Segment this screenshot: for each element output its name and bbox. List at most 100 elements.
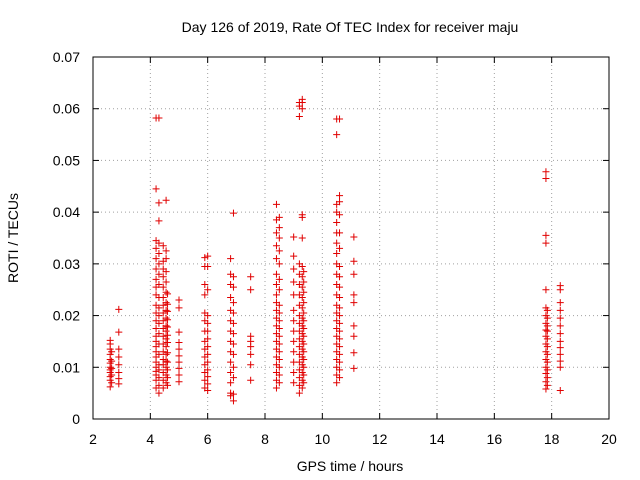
data-point xyxy=(162,288,170,296)
data-point xyxy=(272,281,280,289)
data-point xyxy=(272,384,280,392)
data-point xyxy=(300,356,308,364)
data-point xyxy=(201,291,209,299)
data-point xyxy=(162,255,170,263)
data-point xyxy=(300,363,308,371)
data-point xyxy=(336,350,344,358)
data-point xyxy=(298,283,306,291)
data-point xyxy=(229,299,237,307)
data-point xyxy=(152,265,160,273)
data-point xyxy=(204,312,212,320)
data-point xyxy=(204,366,212,374)
x-tick-label: 8 xyxy=(261,431,269,447)
data-point xyxy=(115,305,123,313)
data-point xyxy=(275,309,283,317)
data-point xyxy=(106,383,114,391)
data-point xyxy=(543,306,551,314)
data-point xyxy=(115,361,123,369)
data-point xyxy=(164,323,172,331)
data-point xyxy=(201,254,209,262)
data-point xyxy=(162,357,170,365)
data-point xyxy=(229,340,237,348)
data-point xyxy=(290,337,298,345)
data-point xyxy=(290,368,298,376)
data-point xyxy=(295,389,303,397)
data-point xyxy=(542,168,550,176)
data-point xyxy=(300,348,308,356)
data-point xyxy=(298,273,306,281)
data-point xyxy=(229,330,237,338)
data-point xyxy=(336,327,344,335)
data-point xyxy=(162,278,170,286)
data-point xyxy=(336,273,344,281)
data-point xyxy=(155,250,163,258)
data-point xyxy=(290,306,298,314)
data-point xyxy=(204,380,212,388)
data-point xyxy=(298,105,306,113)
data-point xyxy=(162,350,170,358)
y-axis-label: ROTI / TECUs xyxy=(5,193,21,283)
data-point xyxy=(336,211,344,219)
plot-frame xyxy=(92,56,610,420)
data-point xyxy=(336,244,344,252)
data-point xyxy=(152,275,160,283)
data-point xyxy=(164,366,172,374)
data-point xyxy=(115,368,123,376)
data-point xyxy=(162,306,170,314)
data-point xyxy=(164,358,172,366)
x-tick-label: 18 xyxy=(544,431,560,447)
data-point xyxy=(155,350,163,358)
data-point xyxy=(152,244,160,252)
data-point xyxy=(204,319,212,327)
data-point xyxy=(108,357,116,365)
data-point xyxy=(543,374,551,382)
data-point xyxy=(229,390,237,398)
y-tick-label: 0.07 xyxy=(53,49,80,65)
data-point xyxy=(350,299,358,307)
data-point xyxy=(247,376,255,384)
data-point xyxy=(542,369,550,377)
data-point xyxy=(556,282,564,290)
data-point xyxy=(204,350,212,358)
x-tick-label: 6 xyxy=(204,431,212,447)
data-point xyxy=(164,307,172,315)
y-tick-label: 0.06 xyxy=(53,101,80,117)
data-point xyxy=(227,293,235,301)
data-point xyxy=(204,387,212,395)
data-point xyxy=(159,283,167,291)
data-point xyxy=(290,265,298,273)
data-point xyxy=(108,379,116,387)
x-tick-label: 20 xyxy=(601,431,617,447)
data-point xyxy=(162,268,170,276)
x-tick-label: 16 xyxy=(487,431,503,447)
data-point xyxy=(164,374,172,382)
data-point xyxy=(229,374,237,382)
data-point xyxy=(336,283,344,291)
data-point xyxy=(556,337,564,345)
x-tick-labels: 2 4 6 8 10 12 14 16 18 20 xyxy=(89,431,617,447)
data-point xyxy=(229,273,237,281)
data-point xyxy=(336,343,344,351)
data-point xyxy=(229,350,237,358)
data-point xyxy=(275,348,283,356)
data-point xyxy=(543,322,551,330)
y-tick-label: 0.02 xyxy=(53,308,80,324)
data-point xyxy=(227,255,235,263)
data-point xyxy=(247,273,255,281)
data-point xyxy=(275,340,283,348)
data-point xyxy=(275,379,283,387)
data-point xyxy=(543,343,551,351)
data-point xyxy=(275,356,283,364)
data-point xyxy=(542,326,550,334)
data-point xyxy=(272,255,280,263)
data-point xyxy=(300,268,308,276)
data-point xyxy=(298,234,306,242)
data-point xyxy=(290,348,298,356)
data-point xyxy=(350,332,358,340)
x-tick-label: 2 xyxy=(89,431,97,447)
data-point xyxy=(155,217,163,225)
data-point xyxy=(542,239,550,247)
data-point xyxy=(108,348,116,356)
data-point xyxy=(229,319,237,327)
